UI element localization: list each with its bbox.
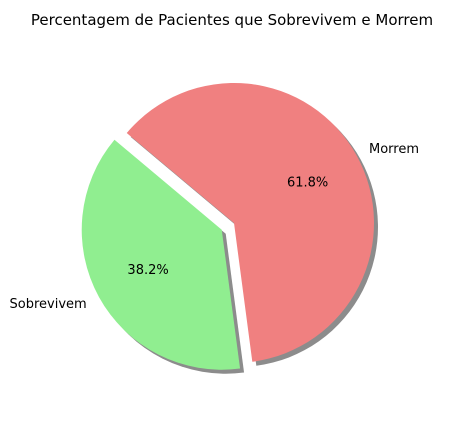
chart-title: Percentagem de Pacientes que Sobrevivem …	[31, 11, 433, 29]
slice-label-sobrevivem: Sobrevivem	[10, 297, 87, 312]
slice-label-morrem: Morrem	[369, 142, 419, 157]
slice-labels: Sobrevivem 38.2% Morrem 61.8%	[10, 142, 419, 312]
slices	[81, 83, 374, 370]
pie-slice-sobrevivem	[81, 139, 241, 370]
pie-slice-morrem	[126, 83, 374, 362]
slice-percent-sobrevivem: 38.2%	[127, 263, 168, 278]
slice-percent-morrem: 61.8%	[287, 176, 328, 191]
